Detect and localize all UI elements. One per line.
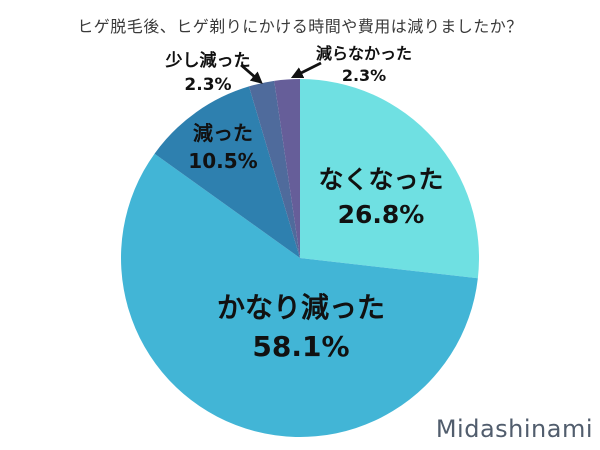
pie-slice-4 [248, 80, 300, 259]
pie-slice-2 [121, 153, 478, 437]
chart-title: ヒゲ脱毛後、ヒゲ剃りにかける時間や費用は減りましたか？ [77, 17, 523, 36]
leader-arrow-sukoshi [240, 63, 263, 84]
leader-arrow-heranakatta [290, 61, 322, 79]
slice-label-kanari-hetta: かなり減った 58.1% [201, 288, 401, 366]
slice-pct-text: 26.8% [337, 200, 425, 229]
slice-label-text: 減った [193, 121, 253, 145]
pie-slice-3 [154, 86, 300, 258]
slice-label-heranakatta: 減らなかった 2.3% [312, 43, 416, 88]
slice-pct-text: 10.5% [188, 149, 258, 173]
slice-pct-text: 58.1% [252, 330, 350, 364]
slice-label-sukoshi-hetta: 少し減った 2.3% [160, 50, 256, 98]
watermark: Midashinami [435, 415, 593, 443]
pie-slice-5 [274, 79, 300, 258]
slice-label-text: 減らなかった [315, 44, 412, 63]
slice-label-text: 少し減った [165, 51, 251, 71]
slice-label-hetta: 減った 10.5% [178, 119, 268, 175]
slice-pct-text: 2.3% [341, 66, 387, 86]
slice-label-text: かなり減った [216, 291, 385, 324]
pie-slices-group [121, 79, 480, 437]
slice-label-text: なくなった [318, 165, 444, 194]
pie-slice-1 [300, 79, 480, 279]
slice-label-nakunatta: なくなった 26.8% [306, 162, 456, 232]
slice-pct-text: 2.3% [184, 74, 232, 95]
